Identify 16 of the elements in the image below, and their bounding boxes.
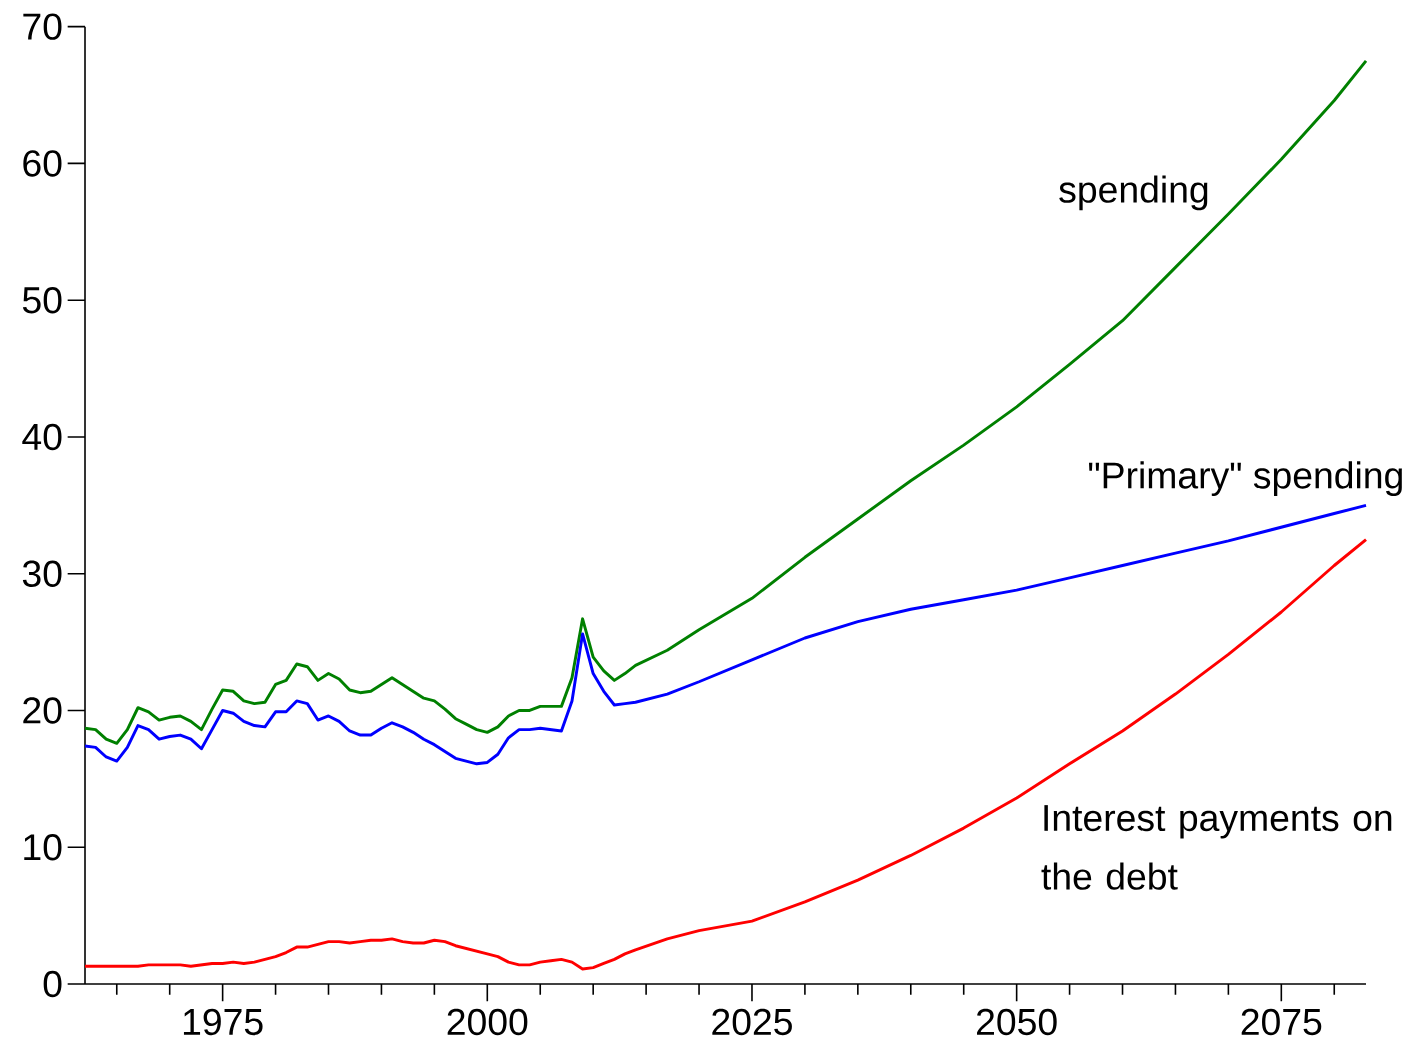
x-tick-label: 2025 [712,1008,792,1036]
y-tick-label: 60 [23,150,62,177]
x-tick-label: 1975 [183,1008,263,1036]
y-tick-label: 30 [22,560,62,587]
series-label: spending [1059,175,1208,211]
x-tick-label: 2000 [447,1008,528,1036]
series-label: "Primary" spending [1089,461,1402,497]
x-tick-label: 2050 [977,1008,1057,1036]
y-tick-label: 0 [43,970,62,998]
x-tick-label: 2075 [1241,1008,1322,1036]
y-tick-label: 10 [24,834,62,861]
y-tick-label: 40 [22,423,62,451]
y-tick-label: 20 [23,697,62,724]
y-tick-label: 50 [22,286,62,314]
y-tick-label: 70 [23,13,62,40]
series-label: Interest payments on the debt [1041,805,1392,890]
